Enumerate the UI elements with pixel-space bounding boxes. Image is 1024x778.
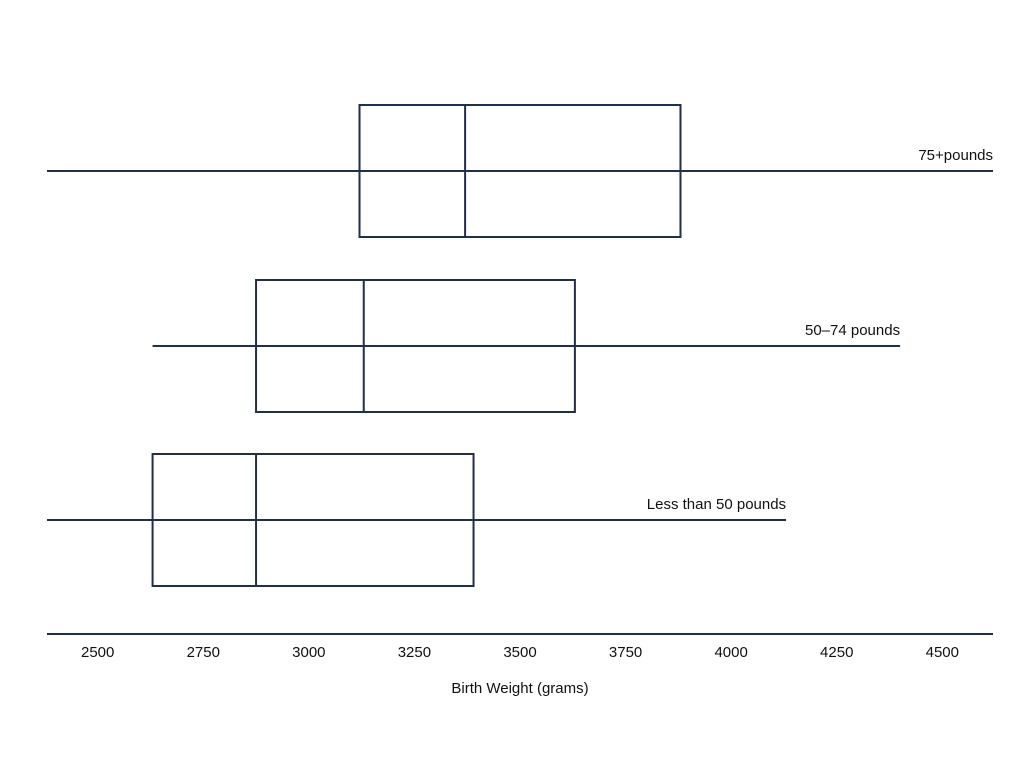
x-tick-label: 3750 [609,644,642,661]
iqr-box [358,104,682,238]
x-axis-title: Birth Weight (grams) [451,680,588,697]
x-tick-label: 4000 [714,644,747,661]
group-label: 75+pounds [918,147,993,164]
box-group: 50–74 pounds [152,279,901,413]
x-tick-label: 3500 [503,644,536,661]
x-tick-label: 4500 [926,644,959,661]
x-tick-label: 2500 [81,644,114,661]
iqr-box [255,279,576,413]
x-tick-label: 3250 [398,644,431,661]
x-axis-ticks: 2500 2750 3000 3250 3500 3750 4000 4250 4500 [81,644,959,661]
x-tick-label: 4250 [820,644,853,661]
box-group: 75+pounds [47,104,993,238]
x-tick-label: 2750 [187,644,220,661]
x-tick-label: 3000 [292,644,325,661]
group-label: Less than 50 pounds [647,496,786,513]
box-plot-groups: 75+pounds 50–74 pounds Less than 50 pounds [47,104,993,587]
iqr-box [151,453,475,587]
box-group: Less than 50 pounds [47,453,787,587]
group-label: 50–74 pounds [805,322,900,339]
